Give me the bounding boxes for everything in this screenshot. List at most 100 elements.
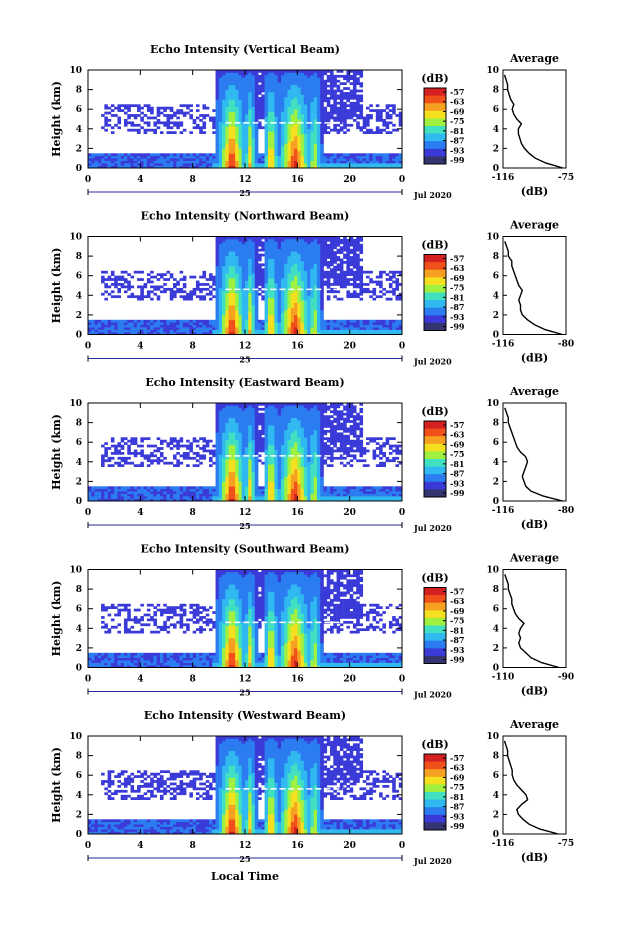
heatmap-cell [320, 165, 324, 169]
heatmap-cell [264, 94, 269, 98]
heatmap-cell [218, 273, 223, 276]
heatmap-cell [261, 126, 265, 130]
heatmap-cell [186, 493, 190, 497]
heatmap-cell [267, 89, 272, 93]
heatmap-cell [287, 101, 292, 105]
heatmap-cell [382, 163, 386, 166]
heatmap-cell [163, 290, 167, 294]
heatmap-cell [212, 109, 216, 112]
heatmap-cell [271, 300, 275, 303]
heatmap-cell [179, 322, 184, 325]
heatmap-cell [248, 312, 252, 316]
heatmap-cell [267, 310, 272, 313]
heatmap-cell [245, 307, 249, 311]
heatmap-cell [110, 131, 115, 134]
heatmap-cell [94, 496, 99, 499]
heatmap-cell [254, 109, 259, 112]
heatmap-cell [274, 300, 279, 303]
heatmap-cell [222, 116, 226, 120]
heatmap-cell [287, 261, 292, 264]
heatmap-cell [169, 493, 174, 497]
heatmap-cell [379, 280, 383, 284]
heatmap-cell [307, 300, 311, 303]
heatmap-cell [316, 165, 321, 169]
heatmap-cell [228, 150, 233, 154]
heatmap-cell [294, 126, 298, 130]
heatmap-cell [258, 283, 262, 286]
heatmap-cell [303, 329, 308, 333]
heatmap-cell [231, 246, 236, 250]
heatmap-cell [251, 74, 256, 78]
heatmap-cell [261, 283, 265, 286]
heatmap-cell [169, 114, 174, 117]
heatmap-cell [176, 444, 180, 448]
heatmap-cell [316, 307, 321, 311]
heatmap-cell [127, 121, 131, 125]
heatmap-cell [169, 158, 174, 161]
heatmap-cell [274, 116, 279, 120]
heatmap-cell [235, 119, 239, 122]
heatmap-cell [192, 493, 197, 497]
heatmap-cell [326, 236, 331, 240]
heatmap-cell [231, 165, 236, 169]
heatmap-cell [156, 155, 161, 159]
heatmap-cell [369, 332, 373, 335]
heatmap-cell [352, 77, 357, 81]
heatmap-cell [189, 442, 193, 445]
heatmap-cell [356, 258, 360, 262]
heatmap-cell [290, 106, 295, 110]
heatmap-cell [359, 265, 364, 269]
heatmap-cell [320, 273, 324, 276]
heatmap-cell [245, 317, 249, 321]
heatmap-cell [379, 273, 383, 276]
heatmap-cell [313, 141, 318, 144]
heatmap-cell [313, 77, 318, 81]
heatmap-cell [310, 70, 314, 73]
heatmap-cell [199, 488, 203, 492]
heatmap-cell [366, 283, 370, 286]
heatmap-cell [267, 153, 272, 157]
heatmap-cell [182, 486, 187, 490]
heatmap-cell [245, 290, 249, 294]
heatmap-cell [320, 92, 324, 95]
heatmap-cell [156, 488, 161, 492]
heatmap-cell [284, 292, 288, 296]
heatmap-cell [195, 123, 200, 127]
heatmap-cell [310, 295, 314, 299]
heatmap-cell [290, 241, 295, 245]
heatmap-cell [316, 270, 321, 274]
heatmap-cell [366, 119, 370, 122]
heatmap-cell [333, 92, 337, 95]
heatmap-cell [320, 87, 324, 90]
heatmap-cell [320, 280, 324, 284]
heatmap-cell [359, 290, 364, 294]
heatmap-cell [212, 449, 216, 453]
heatmap-cell [153, 275, 157, 279]
heatmap-cell [140, 111, 144, 115]
heatmap-cell [362, 324, 367, 328]
heatmap-cell [215, 99, 220, 103]
heatmap-cell [277, 324, 282, 328]
heatmap-cell [215, 496, 220, 499]
heatmap-cell [303, 280, 308, 284]
heatmap-cell [235, 104, 239, 108]
heatmap-cell [176, 486, 180, 490]
heatmap-cell [110, 493, 115, 497]
heatmap-cell [143, 327, 148, 330]
heatmap-cell [107, 327, 112, 330]
heatmap-cell [307, 99, 311, 103]
heatmap-cell [388, 297, 393, 301]
heatmap-cell [169, 319, 174, 323]
colorbar-swatch [424, 307, 446, 316]
heatmap-cell [245, 265, 249, 269]
heatmap-cell [159, 452, 164, 455]
heatmap-cell [173, 158, 177, 161]
heatmap-cell [316, 89, 321, 93]
heatmap-cell [274, 327, 279, 330]
heatmap-cell [372, 280, 377, 284]
heatmap-cell [123, 106, 128, 110]
heatmap-cell [287, 72, 292, 76]
heatmap-cell [307, 104, 311, 108]
heatmap-cell [228, 312, 233, 316]
heatmap-cell [153, 454, 157, 458]
